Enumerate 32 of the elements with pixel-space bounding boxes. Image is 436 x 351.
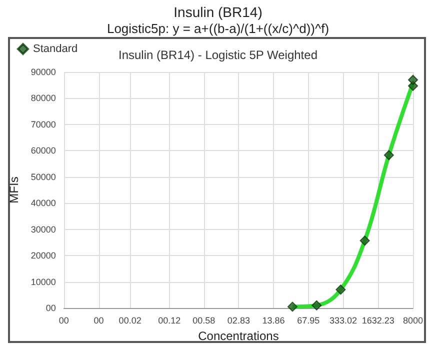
y-tick-label: 00 — [46, 303, 56, 313]
x-tick-label: 8000 — [402, 316, 424, 326]
y-tick-label: 50000 — [30, 172, 56, 182]
y-axis-title: MFIs — [7, 176, 21, 204]
x-axis-title: Concentrations — [198, 329, 279, 343]
y-tick-label: 90000 — [30, 67, 56, 77]
x-tick-label: 67.95 — [297, 316, 320, 326]
x-tick-label: 00.58 — [192, 316, 216, 326]
x-tick-label: 333.02 — [330, 316, 358, 326]
point — [360, 236, 370, 246]
chart-title: Insulin (BR14) — [174, 4, 262, 20]
y-tick-label: 10000 — [30, 276, 56, 287]
point — [312, 300, 322, 310]
x-tick-label: 02.83 — [227, 316, 250, 326]
x-tick-label: 00.02 — [118, 316, 142, 326]
point — [384, 150, 394, 160]
y-tick-label: 40000 — [30, 198, 56, 208]
x-tick-label: 00 — [94, 316, 104, 326]
point — [288, 302, 298, 312]
legend-label: Standard — [33, 43, 78, 55]
x-tick-label: 00.12 — [158, 316, 181, 326]
chart-subtitle: Logistic5p: y = a+((b-a)/(1+((x/c)^d))^f) — [106, 21, 330, 36]
text: Insulin (BR14) - Logistic 5P Weighted — [118, 48, 318, 62]
y-tick-label: 70000 — [30, 119, 56, 130]
y-tick-label: 20000 — [30, 250, 56, 261]
y-tick-label: 30000 — [30, 224, 56, 234]
x-tick-label: 00 — [58, 316, 69, 326]
y-tick-label: 60000 — [30, 146, 56, 156]
x-tick-label: 13.86 — [262, 316, 285, 326]
y-tick-label: 80000 — [30, 93, 56, 104]
x-tick-label: 1632.23 — [362, 316, 394, 326]
point — [336, 284, 346, 295]
